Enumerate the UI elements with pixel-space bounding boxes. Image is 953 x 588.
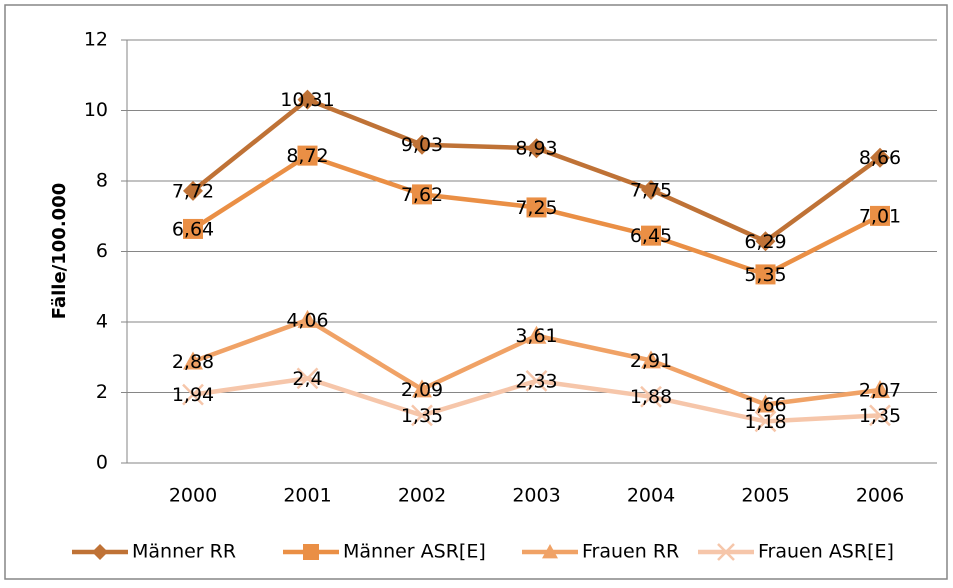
data-label: 1,66 (744, 394, 786, 416)
data-label: 2,4 (292, 368, 322, 390)
legend-label: Männer ASR[E] (343, 541, 486, 563)
x-tick-label: 2000 (169, 485, 217, 507)
data-label: 7,25 (515, 197, 557, 219)
data-label: 5,35 (744, 264, 786, 286)
marker (412, 379, 432, 398)
marker (412, 134, 432, 155)
marker (641, 179, 661, 200)
marker (297, 309, 318, 328)
data-label: 10,31 (280, 89, 334, 111)
data-label: 2,07 (859, 380, 901, 402)
y-tick-label: 2 (96, 381, 108, 403)
marker (182, 383, 204, 406)
marker (92, 544, 108, 560)
data-label: 2,91 (630, 350, 672, 372)
marker (641, 225, 661, 246)
y-tick-label: 12 (84, 29, 108, 51)
data-label: 7,72 (172, 180, 214, 202)
data-label: 2,09 (401, 379, 443, 401)
marker (296, 367, 319, 390)
data-label: 8,66 (859, 147, 901, 169)
marker (183, 351, 203, 370)
data-label: 2,88 (172, 351, 214, 373)
marker (641, 350, 661, 369)
x-tick-label: 2004 (627, 485, 675, 507)
legend-label: Männer RR (132, 541, 236, 563)
data-label: 7,75 (630, 179, 672, 201)
marker (303, 544, 319, 560)
marker (183, 218, 203, 239)
marker (525, 369, 548, 392)
data-label: 6,45 (630, 225, 672, 247)
marker (297, 145, 318, 166)
marker (870, 205, 890, 226)
marker (542, 544, 558, 559)
marker (869, 404, 891, 427)
y-tick-label: 4 (96, 311, 108, 333)
data-label: 3,61 (515, 325, 557, 347)
data-label: 6,64 (172, 218, 214, 240)
legend-label: Frauen RR (582, 541, 679, 563)
y-tick-label: 6 (96, 240, 108, 262)
marker (183, 180, 203, 201)
data-label: 1,18 (744, 411, 786, 433)
legend-label: Frauen ASR[E] (758, 541, 894, 563)
marker (412, 184, 432, 205)
marker (755, 231, 776, 252)
marker (411, 404, 433, 427)
data-label: 2,33 (515, 370, 557, 392)
x-tick-label: 2005 (741, 485, 789, 507)
marker (526, 197, 547, 218)
data-label: 1,88 (630, 386, 672, 408)
marker (526, 325, 547, 344)
data-label: 8,72 (286, 145, 328, 167)
data-label: 1,94 (172, 384, 214, 406)
marker (870, 147, 890, 168)
marker (870, 380, 890, 399)
y-tick-label: 0 (96, 452, 108, 474)
data-label: 1,35 (859, 405, 901, 427)
x-tick-label: 2003 (512, 485, 560, 507)
marker (717, 543, 735, 561)
data-label: 1,35 (401, 405, 443, 427)
data-label: 9,03 (401, 134, 443, 156)
y-tick-label: 10 (84, 99, 108, 121)
marker (526, 138, 547, 159)
x-tick-label: 2001 (283, 485, 331, 507)
data-label: 8,93 (515, 138, 557, 160)
data-label: 4,06 (286, 309, 328, 331)
data-label: 7,01 (859, 205, 901, 227)
x-tick-label: 2002 (398, 485, 446, 507)
marker (297, 89, 318, 110)
marker (640, 385, 662, 408)
x-tick-label: 2006 (856, 485, 904, 507)
marker (755, 394, 776, 413)
data-label: 6,29 (744, 231, 786, 253)
data-label: 7,62 (401, 184, 443, 206)
y-axis-title: Fälle/100.000 (49, 183, 70, 320)
marker (754, 410, 777, 433)
marker (755, 264, 776, 285)
y-tick-label: 8 (96, 170, 108, 192)
chart-frame (4, 4, 948, 580)
